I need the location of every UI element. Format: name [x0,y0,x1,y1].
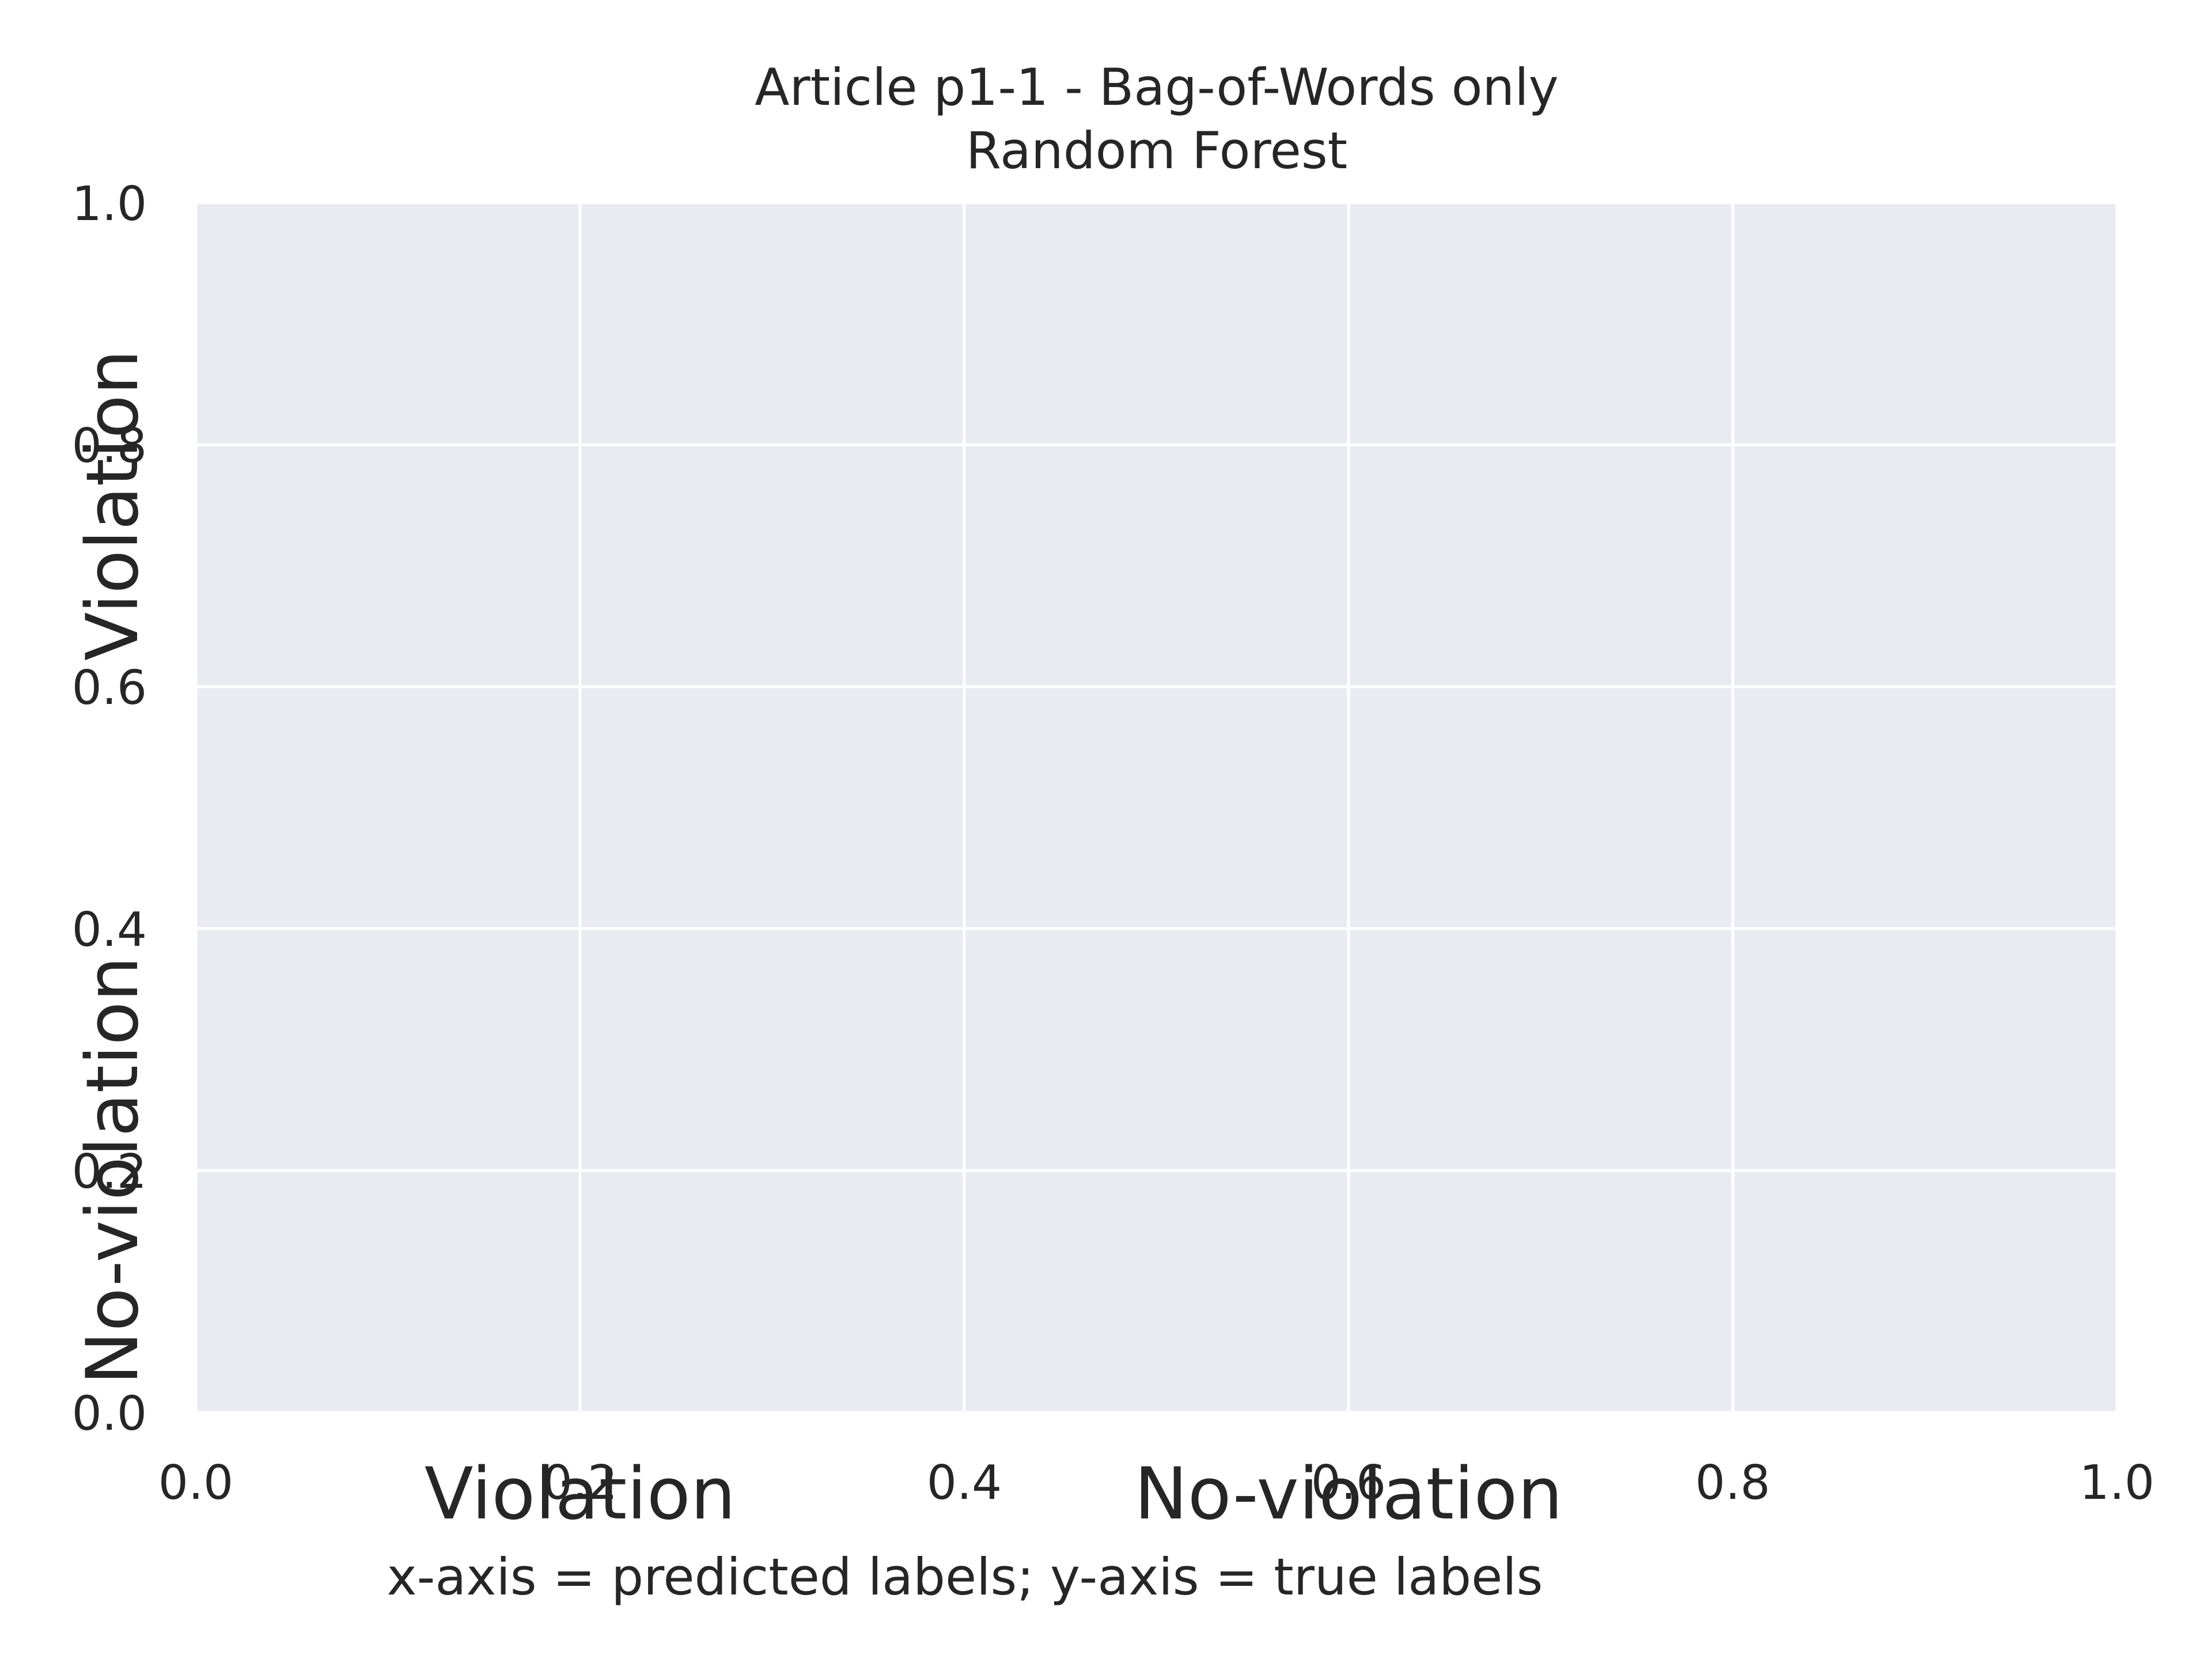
x-tick-label: 1.0 [2080,1456,2154,1510]
x-tick-label: 0.2 [543,1456,618,1510]
grid-lines [194,201,2119,1414]
x-tick-label: 0.4 [927,1456,1002,1510]
y-category-label: Violation [71,350,154,661]
plot-area [196,203,2117,1412]
chart-title: Article p1-1 - Bag-of-Words only [755,58,1558,117]
x-category-labels: Violation No-violation [425,1453,1563,1536]
x-tick-labels: 0.0 0.2 0.4 0.6 0.8 1.0 [158,1456,2154,1510]
y-tick-label: 0.0 [72,1387,147,1441]
y-tick-labels: 0.0 0.2 0.4 0.6 0.8 1.0 [72,177,147,1441]
y-tick-label: 0.2 [72,1145,147,1199]
y-category-labels: Violation No-violation [71,350,154,1385]
x-tick-label: 0.6 [1311,1456,1386,1510]
y-tick-label: 0.6 [72,661,147,715]
x-category-label: No-violation [1134,1453,1563,1536]
y-tick-label: 1.0 [72,177,147,232]
y-tick-label: 0.8 [72,419,147,474]
x-tick-label: 0.0 [158,1456,233,1510]
y-tick-label: 0.4 [72,903,147,957]
y-category-label: No-violation [71,956,154,1385]
chart-subtitle: Random Forest [966,121,1347,180]
x-tick-label: 0.8 [1695,1456,1770,1510]
x-category-label: Violation [425,1453,736,1536]
axis-note: x-axis = predicted labels; y-axis = true… [387,1547,1543,1607]
